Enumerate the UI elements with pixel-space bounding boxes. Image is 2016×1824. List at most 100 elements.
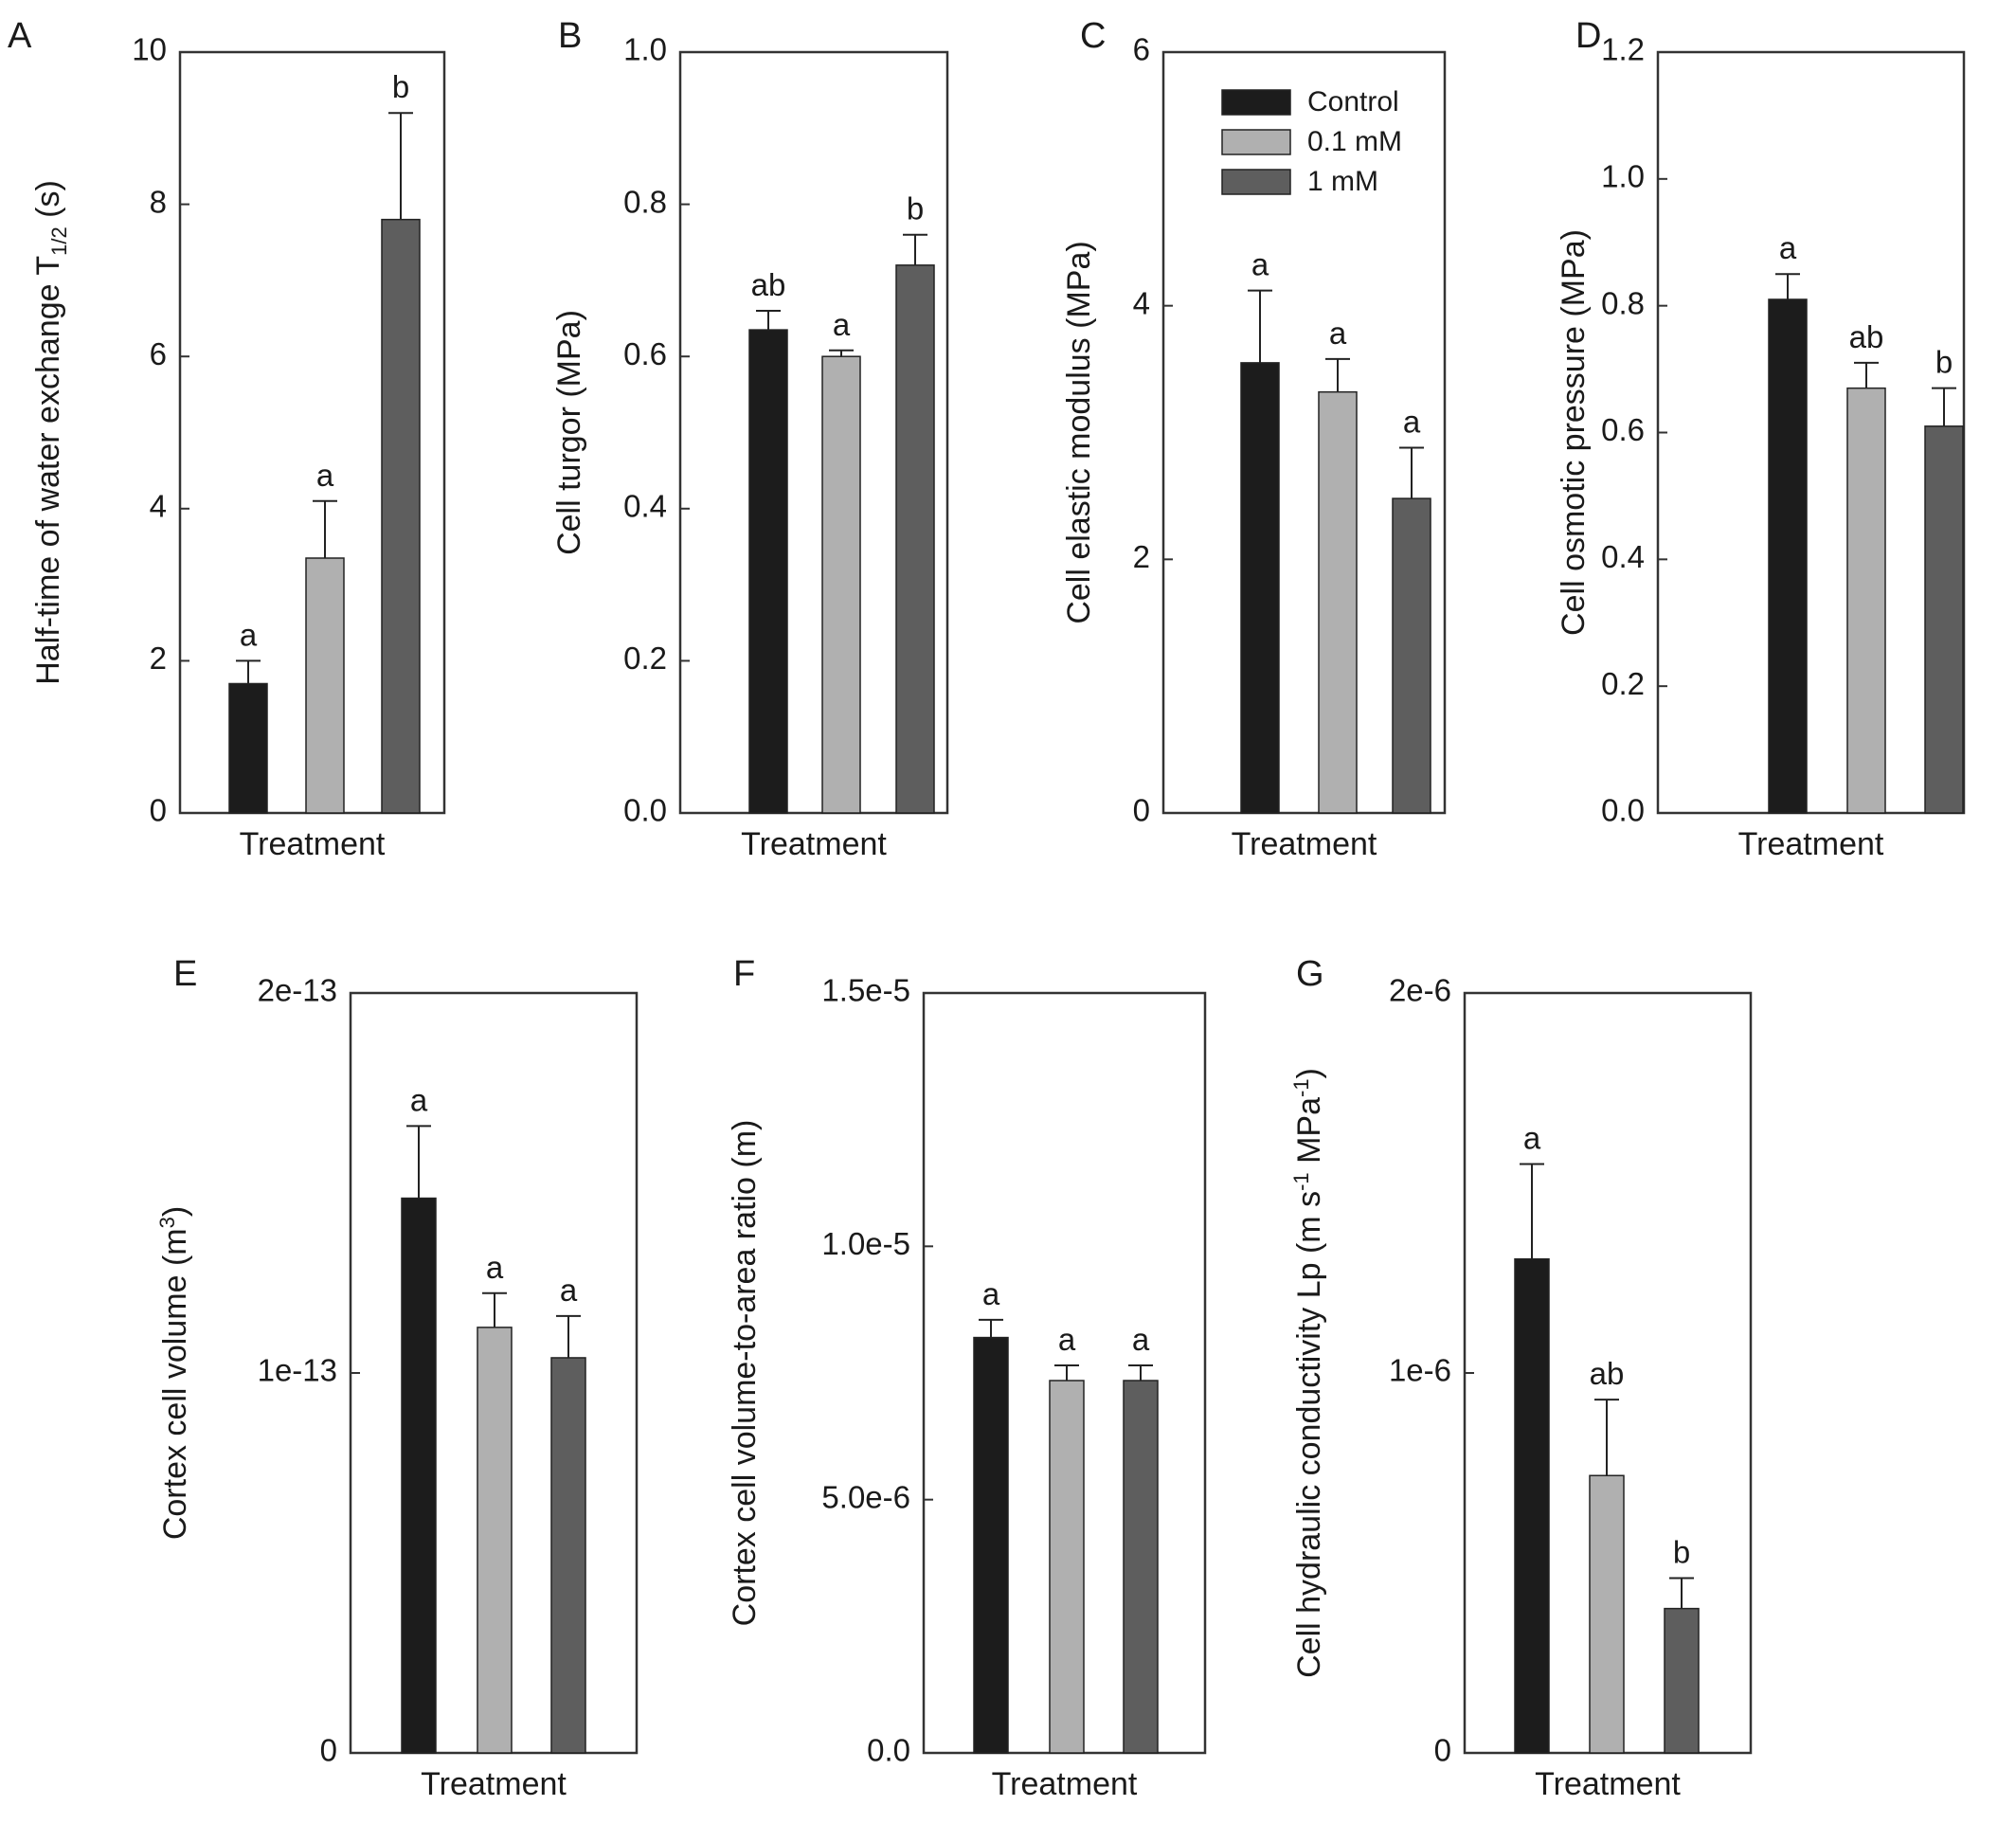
y-axis-title: Cortex cell volume (m3) [155, 1206, 193, 1540]
y-tick-label: 2e-6 [1389, 973, 1451, 1008]
x-axis-title: Treatment [1535, 1766, 1681, 1802]
bar-0-1-mm [305, 557, 345, 814]
legend-swatch [1221, 89, 1291, 116]
bar-0-1-mm [1846, 387, 1886, 814]
y-tick-label: 0.4 [623, 489, 667, 524]
bar-1-mm [1664, 1607, 1700, 1754]
bar-1-mm [381, 218, 421, 814]
y-tick-label: 0 [320, 1733, 337, 1768]
bar-control [1514, 1257, 1550, 1754]
bar-control [1240, 362, 1280, 814]
bar-0-1-mm [821, 355, 861, 814]
y-tick-label: 4 [1133, 285, 1150, 320]
significance-label: a [410, 1082, 428, 1117]
bar-0-1-mm [477, 1327, 513, 1754]
significance-label: a [486, 1250, 504, 1285]
y-tick-label: 1e-6 [1389, 1353, 1451, 1388]
significance-label: a [1403, 405, 1421, 440]
panel-c: C 0 2 4 6 Treatment Cell elastic modulus (MPa)… [1061, 16, 1447, 862]
panel-letter: D [1575, 16, 1601, 56]
panel-letter: F [733, 954, 755, 994]
y-tick-label: 0.8 [1601, 285, 1645, 320]
significance-label: a [982, 1276, 1000, 1311]
x-axis-title: Treatment [1738, 826, 1884, 862]
y-tick-label: 0.4 [1601, 539, 1645, 574]
significance-label: b [1673, 1535, 1690, 1570]
panel-letter: C [1080, 16, 1106, 56]
y-tick-label: 1.2 [1601, 32, 1645, 67]
significance-label: a [240, 617, 258, 652]
y-tick-label: 5.0e-6 [821, 1479, 910, 1514]
bar-1-mm [1392, 497, 1431, 814]
y-tick-label: 0.6 [623, 336, 667, 371]
bar-control [748, 329, 788, 814]
panel-letter: A [8, 16, 32, 56]
panel-g: G 0 1e-6 2e-6 Treatment Cell hydraulic conduc… [1289, 954, 1753, 1802]
legend-swatch [1221, 129, 1291, 155]
y-tick-label: 2e-13 [258, 973, 337, 1008]
y-tick-label: 2 [1133, 539, 1150, 574]
significance-label: a [1251, 247, 1269, 282]
legend-label: 0.1 mM [1307, 126, 1402, 157]
y-tick-label: 8 [150, 184, 167, 219]
panel-b: B 0.0 0.2 0.4 0.6 0.8 1.0 Treatment Cell turgor … [551, 16, 949, 862]
significance-label: a [1329, 316, 1347, 351]
panel-letter: G [1296, 954, 1324, 994]
bar-0-1-mm [1589, 1474, 1625, 1754]
y-axis-title: Cell elastic modulus (MPa) [1061, 241, 1097, 623]
x-axis-title: Treatment [992, 1766, 1138, 1802]
x-axis-title: Treatment [421, 1766, 567, 1802]
significance-label: b [392, 69, 409, 104]
y-tick-label: 4 [150, 489, 167, 524]
y-tick-label: 0.0 [623, 793, 667, 828]
significance-label: a [316, 458, 334, 493]
legend-label: Control [1307, 86, 1399, 117]
x-axis-title: Treatment [741, 826, 887, 862]
y-axis-title: Cortex cell volume-to-area ratio (m) [727, 1120, 763, 1627]
y-tick-label: 0.2 [623, 641, 667, 676]
significance-label: ab [751, 267, 786, 302]
significance-label: b [1935, 345, 1953, 380]
significance-label: a [833, 307, 851, 342]
y-tick-label: 0 [1133, 793, 1150, 828]
y-tick-label: 1.0 [1601, 159, 1645, 194]
y-tick-label: 1.0e-5 [821, 1226, 910, 1261]
panel-e: E 0 1e-13 2e-13 Treatment Cortex cell volume … [155, 954, 639, 1802]
y-tick-label: 0 [1434, 1733, 1451, 1768]
legend: Control 0.1 mM 1 mM [1221, 86, 1402, 197]
y-tick-label: 2 [150, 641, 167, 676]
plot-frame [1161, 50, 1447, 815]
legend-swatch [1221, 169, 1291, 195]
y-axis-title: Cell hydraulic conductivity Lp (m s-1 MP… [1289, 1068, 1327, 1678]
bar-1-mm [1123, 1380, 1159, 1754]
significance-label: a [1132, 1322, 1150, 1357]
y-tick-label: 6 [150, 336, 167, 371]
y-axis-title: Cell turgor (MPa) [551, 310, 587, 555]
significance-label: ab [1849, 319, 1884, 354]
panel-f: F 0.0 5.0e-6 1.0e-5 1.5e-5 Treatment Cortex ce… [727, 954, 1207, 1802]
y-tick-label: 6 [1133, 32, 1150, 67]
panel-letter: E [173, 954, 197, 994]
bar-0-1-mm [1318, 390, 1358, 814]
bar-1-mm [550, 1357, 586, 1754]
x-axis-title: Treatment [1232, 826, 1377, 862]
bar-0-1-mm [1049, 1380, 1085, 1754]
y-tick-label: 0.6 [1601, 412, 1645, 447]
significance-label: a [1779, 230, 1797, 265]
y-tick-label: 0.0 [867, 1733, 910, 1768]
significance-label: ab [1590, 1356, 1625, 1391]
y-axis-title: Half-time of water exchange T1/2 (s) [30, 180, 71, 685]
bar-control [1768, 298, 1808, 814]
significance-label: b [907, 191, 924, 226]
significance-label: a [1523, 1120, 1541, 1155]
y-tick-label: 1e-13 [258, 1353, 337, 1388]
plot-frame [678, 50, 949, 815]
bar-control [401, 1197, 437, 1754]
panel-letter: B [558, 16, 582, 56]
y-tick-label: 10 [132, 32, 167, 67]
panel-d: D 0.0 0.2 0.4 0.6 0.8 1.0 1.2 Treatment Cell osmo… [1556, 16, 1966, 862]
bar-control [228, 682, 268, 814]
bar-1-mm [895, 264, 935, 814]
y-tick-label: 0.0 [1601, 793, 1645, 828]
